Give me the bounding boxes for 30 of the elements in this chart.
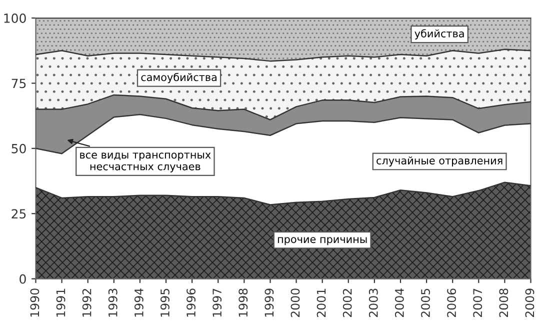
x-tick-label: 1990 <box>30 288 40 317</box>
x-tick-label: 1991 <box>56 288 66 317</box>
series-label: случайные отравления <box>376 156 502 166</box>
x-tick-label: 1997 <box>212 288 222 317</box>
x-tick-label: 2008 <box>499 288 508 318</box>
y-tick-label: 25 <box>12 209 26 219</box>
x-tick-label: 2000 <box>290 288 300 318</box>
x-tick-label: 2004 <box>394 288 404 318</box>
y-tick-label: 75 <box>12 78 26 88</box>
y-tick-label: 100 <box>4 14 26 23</box>
y-tick-label: 0 <box>20 274 26 284</box>
x-tick-label: 1999 <box>264 288 274 317</box>
x-tick-label: 2003 <box>368 288 378 318</box>
y-tick-label: 50 <box>12 144 26 154</box>
x-tick-label: 1994 <box>134 288 144 317</box>
x-tick-label: 1996 <box>186 288 196 317</box>
x-tick-label: 2002 <box>342 289 352 318</box>
x-tick-label: 1993 <box>108 288 118 317</box>
x-tick-label: 2006 <box>447 288 456 318</box>
x-tick-label: 2009 <box>525 288 534 318</box>
series-label: убийства <box>414 29 464 40</box>
x-tick-label: 1992 <box>82 289 92 317</box>
x-tick-label: 2001 <box>316 288 326 318</box>
x-tick-label: 1995 <box>160 288 170 317</box>
series-label: самоубийства <box>141 72 216 84</box>
series-label: прочие причины <box>278 237 367 246</box>
x-tick-label: 2007 <box>473 288 482 318</box>
series-label: все виды транспортных несчастных случаев <box>80 152 211 172</box>
x-tick-label: 2005 <box>421 288 430 318</box>
x-tick-label: 1998 <box>238 288 248 317</box>
